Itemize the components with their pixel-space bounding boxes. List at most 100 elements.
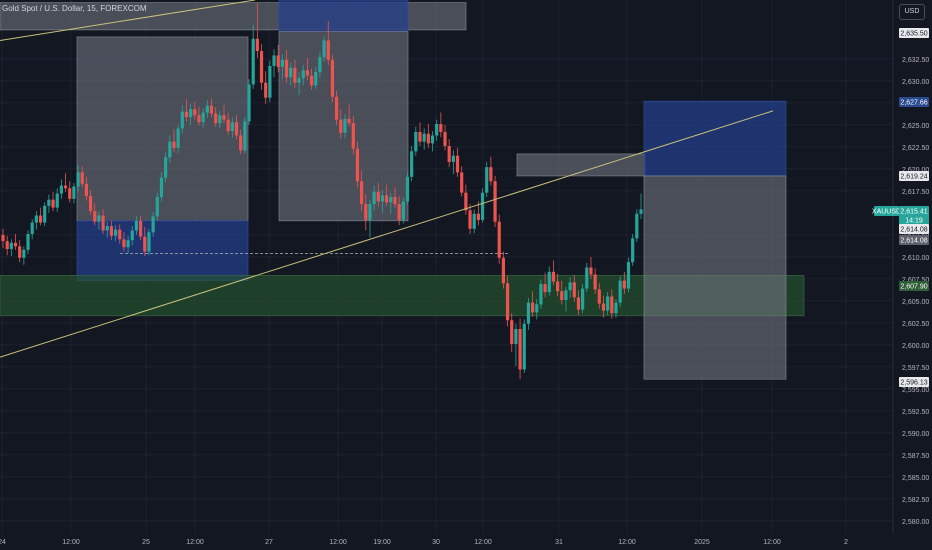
candle-body	[614, 302, 618, 314]
candle-body	[510, 320, 514, 344]
candle-body	[606, 296, 610, 311]
candle-body	[180, 111, 184, 129]
candle-body	[151, 216, 155, 233]
candle-body	[209, 105, 214, 114]
y-tick-label: 2,592.50	[902, 409, 929, 416]
candle-body	[176, 128, 180, 148]
price-label-bg	[899, 224, 929, 234]
x-tick-label: 2025	[694, 539, 710, 546]
candle-body	[168, 141, 172, 158]
candle-body	[9, 242, 13, 249]
candle-body	[184, 111, 189, 118]
y-tick-label: 2,605.00	[902, 299, 929, 306]
y-tick-label: 2,610.00	[902, 255, 929, 262]
candle-body	[122, 239, 126, 248]
candle-body	[439, 124, 443, 132]
candle-body	[118, 229, 122, 240]
candle-body	[255, 38, 259, 52]
price-label-bg	[899, 215, 929, 225]
price-labels: 2,635.50 2,627.66 2,619.24 XAUUSD 2,615.41 14…	[872, 28, 929, 387]
candle-body	[622, 280, 626, 289]
candle-body	[326, 40, 330, 60]
candle-body	[476, 213, 480, 220]
candle-body	[147, 232, 151, 252]
candle-body	[59, 185, 63, 194]
candle-body	[97, 215, 101, 222]
price-label: 2,627.66	[900, 100, 927, 107]
drawing-zones	[0, 0, 805, 380]
price-label: 2,614.08	[900, 227, 927, 234]
candle-body	[105, 226, 109, 231]
x-tick-label: 12:00	[186, 539, 204, 546]
x-tick-label: 30	[432, 539, 440, 546]
candle-body	[618, 280, 622, 303]
candle-body	[410, 151, 414, 177]
candle-body	[626, 262, 631, 289]
candle-body	[34, 215, 38, 223]
candle-body	[218, 115, 222, 124]
candle-body	[435, 124, 439, 136]
candle-body	[426, 133, 430, 144]
candle-body	[72, 186, 76, 199]
candle-body	[143, 236, 147, 252]
price-axis[interactable]: 2,632.502,630.002,627.502,625.002,622.50…	[892, 0, 932, 550]
candle-body	[63, 185, 68, 189]
candle-body	[522, 323, 526, 370]
candle-body	[343, 118, 347, 133]
y-tick-label: 2,590.00	[902, 431, 929, 438]
candle-body	[230, 122, 234, 132]
price-label: 14:19	[905, 218, 923, 225]
candle-body	[560, 291, 564, 300]
candle-body	[101, 215, 105, 231]
candle-body	[159, 177, 164, 198]
candle-body	[372, 191, 376, 205]
candle-body	[289, 67, 293, 78]
candle-body	[597, 289, 601, 304]
y-tick-label: 2,582.50	[902, 497, 929, 504]
candle-body	[385, 195, 389, 203]
time-axis[interactable]: 24 12:00 25 12:00 27 12:00 19:00 30 12:00 31 12:00…	[0, 534, 932, 550]
candle-body	[355, 148, 360, 182]
candle-body	[601, 303, 606, 311]
candle-body	[576, 297, 581, 310]
candle-body	[397, 204, 401, 220]
candle-body	[201, 112, 205, 123]
candle-body	[455, 155, 460, 173]
y-tick-label: 2,620.00	[902, 167, 929, 174]
price-label-bg	[874, 206, 899, 216]
candle-body	[84, 183, 88, 197]
x-tick-label: 2	[844, 539, 848, 546]
candle-body	[347, 118, 351, 124]
candle-body	[197, 115, 201, 123]
candle-body	[322, 40, 326, 58]
candle-body	[130, 230, 134, 241]
price-axis-bg	[893, 0, 932, 550]
candle-body	[88, 196, 93, 212]
candle-body	[318, 57, 322, 73]
candle-body	[293, 67, 297, 83]
candle-body	[13, 242, 18, 247]
candle-body	[485, 167, 489, 193]
price-label-bg	[899, 377, 929, 387]
currency-button[interactable]: USD	[899, 4, 925, 20]
candle-body	[414, 131, 418, 152]
candle-body	[222, 115, 226, 120]
candle-body	[405, 176, 410, 202]
candle-body	[134, 220, 139, 231]
candle-body	[547, 271, 551, 293]
candle-body	[284, 59, 289, 78]
trendline	[0, 0, 256, 41]
candle-body	[480, 192, 485, 220]
x-tick-label: 12:00	[763, 539, 781, 546]
x-tick-label: 24	[0, 539, 6, 546]
y-tick-label: 2,630.00	[902, 79, 929, 86]
price-label: 2,596.13	[900, 380, 927, 387]
candle-body	[251, 38, 255, 85]
zone-grey-target	[643, 175, 787, 380]
candle-body	[172, 141, 176, 148]
candle-body	[551, 271, 556, 282]
candle-body	[451, 155, 455, 162]
candle-body	[126, 240, 130, 248]
candle-body	[155, 197, 159, 217]
